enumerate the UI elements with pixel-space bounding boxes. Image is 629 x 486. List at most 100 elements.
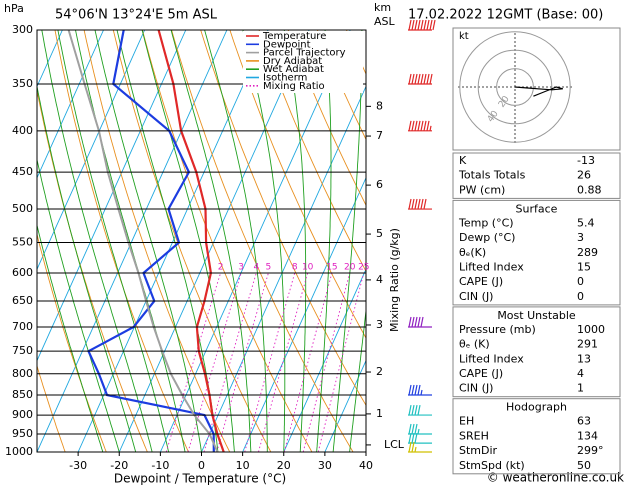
overlay: 3003504004505005506006507007508008509009… — [5, 19, 621, 475]
row-label: Lifted Index — [459, 261, 524, 274]
barb — [414, 423, 418, 435]
barb — [408, 316, 412, 328]
y-tick-label: 850 — [12, 388, 33, 401]
wind-barb — [408, 404, 432, 416]
isotherm — [283, 268, 366, 452]
section-title: Most Unstable — [497, 309, 576, 322]
barb — [429, 19, 433, 31]
row-label: Dewp (°C) — [459, 231, 515, 244]
legend-label: Dry Adiabat — [263, 56, 322, 67]
mixing-ratio-line — [203, 272, 257, 452]
height-unit: km — [374, 1, 391, 14]
barb — [423, 120, 427, 131]
isotherm — [77, 30, 269, 452]
wet-adiabat — [37, 84, 137, 452]
hodograph-unit: kt — [459, 31, 469, 42]
wind-barb — [408, 441, 432, 453]
isotherm — [37, 30, 104, 179]
row-value: 134 — [577, 429, 598, 442]
barb — [408, 73, 412, 85]
height-tick-label: 5 — [376, 227, 383, 240]
barb — [408, 441, 412, 453]
x-tick-label: 0 — [198, 459, 205, 472]
wet-adiabat — [75, 30, 186, 452]
legend-label: Parcel Trajectory — [263, 48, 346, 59]
isotherm — [159, 30, 351, 452]
height-tick-label: 2 — [376, 365, 383, 378]
dry-adiabat — [258, 30, 366, 273]
height-tick-label: 1 — [376, 407, 383, 420]
row-label: StmSpd (kt) — [459, 459, 525, 472]
row-value: 1 — [577, 382, 584, 395]
y-tick-label: 750 — [12, 344, 33, 357]
wet-adiabat — [41, 30, 153, 452]
wind-barb — [408, 19, 436, 31]
dry-adiabat — [287, 30, 366, 207]
barb — [417, 19, 421, 31]
mixing-ratio-label: 25 — [358, 262, 369, 272]
y-tick-label: 600 — [12, 266, 33, 279]
row-value: 289 — [577, 246, 598, 259]
x-tick-label: 20 — [277, 459, 291, 472]
mixing-ratio-line — [165, 272, 222, 452]
height-tick-label: 4 — [376, 273, 383, 286]
table-section — [452, 199, 621, 306]
row-label: StmDir — [459, 444, 498, 457]
dry-adiabat — [609, 30, 629, 452]
barb — [414, 404, 418, 416]
barb — [408, 19, 412, 31]
barb — [411, 384, 415, 396]
y-tick-label: 450 — [12, 165, 33, 178]
table-section — [452, 398, 621, 475]
height-tick-label: 6 — [376, 178, 383, 191]
row-value: 1000 — [577, 323, 605, 336]
barb — [420, 316, 424, 328]
row-value: 0.88 — [577, 183, 602, 196]
mixing-ratio-label: 4 — [253, 262, 259, 272]
y-tick-label: 950 — [12, 427, 33, 440]
y-tick-label: 900 — [12, 408, 33, 421]
barb — [408, 384, 412, 396]
table-section — [452, 152, 621, 199]
footer: © weatheronline.co.uk — [487, 471, 624, 485]
isotherm — [242, 176, 366, 452]
barb — [411, 423, 415, 435]
dry-adiabat — [521, 30, 629, 452]
dry-adiabat — [550, 30, 629, 452]
y-tick-label: 1000 — [5, 445, 33, 458]
barb — [417, 73, 421, 85]
legend-label: Temperature — [262, 31, 326, 42]
row-label: CAPE (J) — [459, 367, 503, 380]
row-label: Totals Totals — [458, 169, 526, 182]
row-label: PW (cm) — [459, 183, 505, 196]
barb — [414, 198, 418, 210]
wind-barb — [408, 384, 432, 396]
y-tick-label: 400 — [12, 124, 33, 137]
hodo-trace — [514, 86, 563, 97]
half-barb — [417, 428, 420, 435]
x-axis-label: Dewpoint / Temperature (°C) — [114, 472, 286, 486]
hodograph-box — [452, 27, 621, 151]
wind-barb — [408, 198, 432, 210]
y-tick-label: 500 — [12, 202, 33, 215]
y-tick-label: 800 — [12, 367, 33, 380]
barb — [414, 19, 418, 31]
row-value: 3 — [577, 231, 584, 244]
wind-barb — [408, 73, 433, 85]
barb — [411, 73, 415, 85]
y-tick-label: 700 — [12, 320, 33, 333]
plot-frame — [36, 29, 367, 453]
row-label: CAPE (J) — [459, 275, 503, 288]
x-tick-label: -30 — [69, 459, 87, 472]
barb — [417, 404, 421, 416]
wet-adiabat — [316, 30, 332, 452]
mixing-ratio-line — [283, 272, 333, 452]
x-tick-label: 40 — [359, 459, 373, 472]
legend-label: Wet Adiabat — [263, 64, 324, 75]
mixing-ratio-label: 20 — [344, 262, 356, 272]
half-barb — [429, 125, 432, 131]
row-label: Pressure (mb) — [459, 323, 536, 336]
row-value: 291 — [577, 338, 598, 351]
half-barb — [420, 389, 423, 396]
